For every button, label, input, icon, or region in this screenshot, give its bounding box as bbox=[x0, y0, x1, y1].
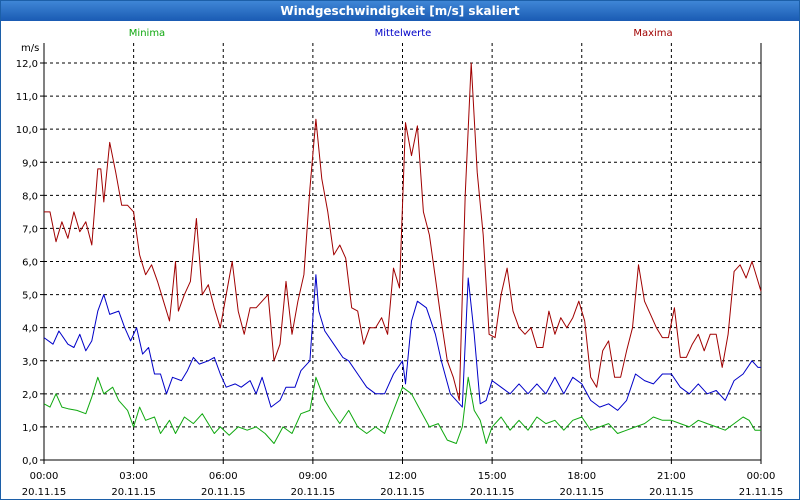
y-tick-label: 4,0 bbox=[22, 324, 38, 335]
x-tick-time: 09:00 bbox=[298, 471, 327, 482]
legend-mittelwerte: Mittelwerte bbox=[375, 28, 432, 39]
x-tick-date: 20.11.15 bbox=[649, 487, 694, 498]
y-tick-label: 8,0 bbox=[22, 191, 38, 202]
y-tick-label: 0,0 bbox=[22, 456, 38, 467]
y-tick-label: 1,0 bbox=[22, 423, 38, 434]
y-tick-label: 5,0 bbox=[22, 291, 38, 302]
y-tick-label: 6,0 bbox=[22, 258, 38, 269]
x-tick-time: 00:00 bbox=[30, 471, 59, 482]
x-tick-time: 06:00 bbox=[209, 471, 238, 482]
series-line-minima bbox=[43, 376, 761, 444]
x-tick-date: 20.11.15 bbox=[470, 487, 515, 498]
legend-maxima: Maxima bbox=[633, 28, 672, 39]
legend: Minima Mittelwerte Maxima bbox=[129, 28, 673, 39]
y-tick-label: 11,0 bbox=[16, 92, 38, 103]
x-tick-date: 20.11.15 bbox=[380, 487, 425, 498]
series-line-mittelwerte bbox=[43, 274, 761, 411]
y-tick-label: 2,0 bbox=[22, 390, 38, 401]
x-tick-time: 18:00 bbox=[567, 471, 596, 482]
y-tick-label: 3,0 bbox=[22, 357, 38, 368]
y-axis-label: m/s bbox=[21, 43, 39, 54]
x-tick-time: 03:00 bbox=[119, 471, 148, 482]
y-ticks: 0,0 1,0 2,0 3,0 4,0 5,0 6,0 7,0 8,0 9,0 10,0 11,0 12… bbox=[16, 59, 44, 467]
x-tick-date: 21.11.15 bbox=[739, 487, 784, 498]
x-tick-time: 21:00 bbox=[657, 471, 686, 482]
grid bbox=[44, 43, 761, 460]
y-tick-label: 12,0 bbox=[16, 59, 38, 70]
x-tick-date: 20.11.15 bbox=[559, 487, 604, 498]
series bbox=[43, 62, 762, 444]
wind-speed-chart: m/s 0,0 1,0 2,0 3,0 4,0 5,0 6,0 7,0 8,0 9,0 10,0 11… bbox=[16, 28, 784, 498]
x-tick-time: 15:00 bbox=[478, 471, 507, 482]
y-tick-label: 9,0 bbox=[22, 158, 38, 169]
x-ticks: 00:00 20.11.15 03:00 20.11.15 06:00 20.11.15 0… bbox=[22, 460, 784, 498]
x-tick-time: 00:00 bbox=[747, 471, 776, 482]
x-tick-time: 12:00 bbox=[388, 471, 417, 482]
x-tick-date: 20.11.15 bbox=[291, 487, 336, 498]
x-tick-date: 20.11.15 bbox=[22, 487, 67, 498]
series-line-maxima bbox=[44, 62, 762, 401]
axes: m/s bbox=[21, 43, 762, 461]
x-tick-date: 20.11.15 bbox=[201, 487, 246, 498]
y-tick-label: 7,0 bbox=[22, 224, 38, 235]
x-tick-date: 20.11.15 bbox=[111, 487, 156, 498]
window-title: Windgeschwindigkeit [m/s] skaliert bbox=[1, 1, 799, 21]
legend-minima: Minima bbox=[129, 28, 165, 39]
y-tick-label: 10,0 bbox=[16, 125, 38, 136]
